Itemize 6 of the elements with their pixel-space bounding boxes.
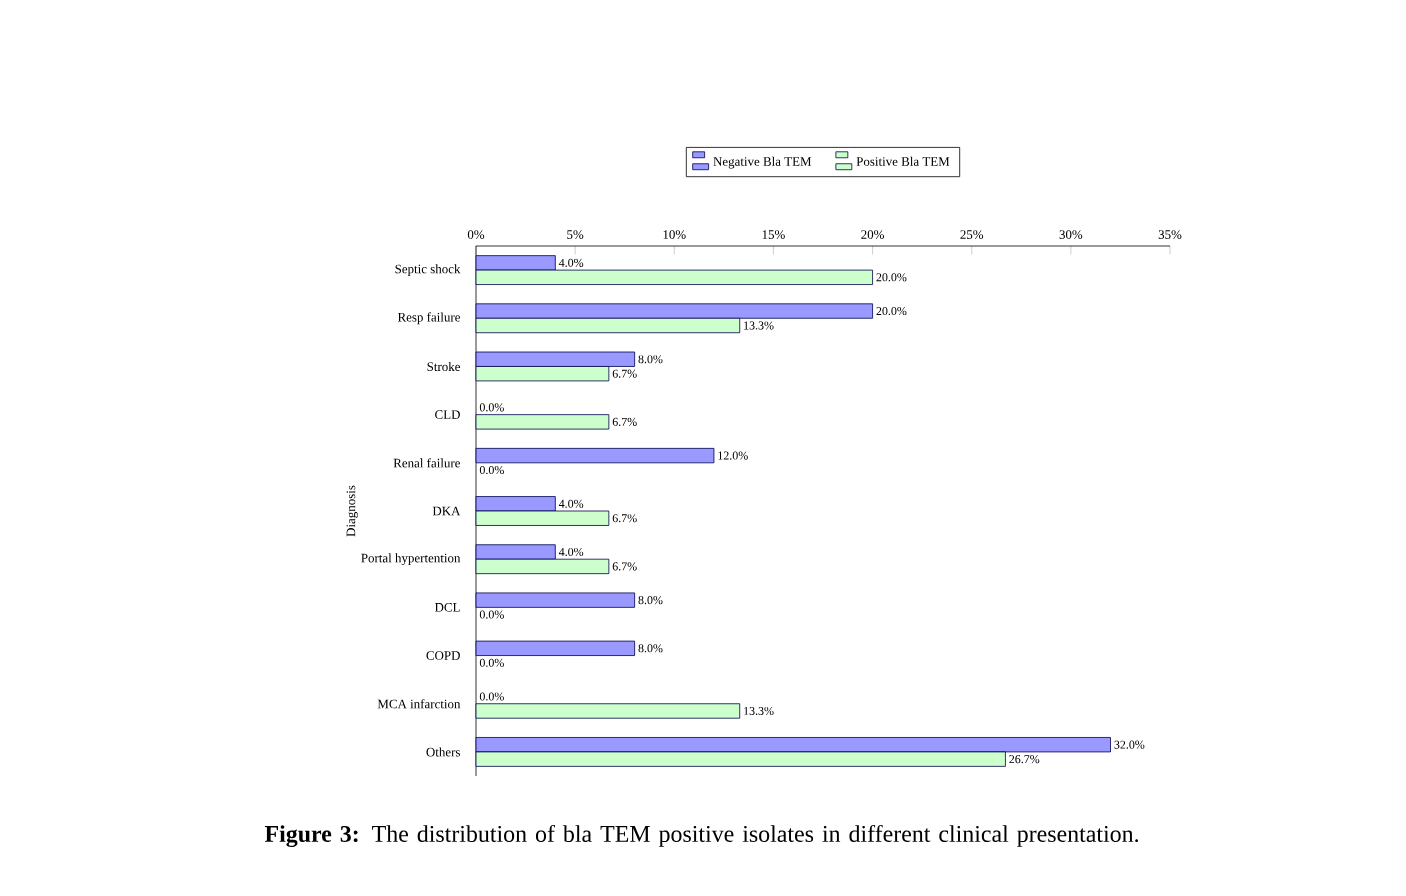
bar [475,414,610,430]
bar [475,592,636,608]
bar [475,703,741,719]
bar [475,447,715,464]
bar [475,640,636,656]
text: Figure 3: The distribution of bla TEM positive isolates in different clinical presentation. [264,824,1139,848]
